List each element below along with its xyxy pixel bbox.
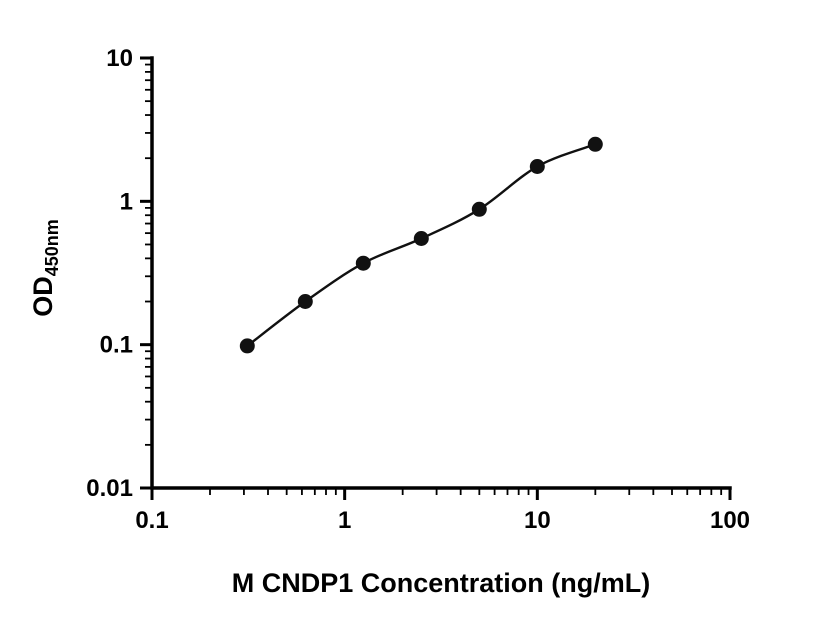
- data-point: [413, 231, 429, 246]
- data-point: [297, 294, 313, 309]
- data-point: [355, 255, 371, 271]
- y-tick-label: 0.1: [100, 332, 133, 359]
- x-axis-title: M CNDP1 Concentration (ng/mL): [232, 568, 651, 598]
- data-point: [587, 136, 603, 152]
- y-tick-label: 0.01: [86, 475, 133, 502]
- y-tick-label: 1: [120, 188, 133, 215]
- y-axis-title-main: OD: [28, 276, 58, 317]
- y-axis-title: OD450nm: [28, 219, 62, 317]
- axes-spines: [150, 56, 732, 490]
- x-tick-label: 10: [524, 507, 551, 534]
- x-tick-label: 0.1: [135, 507, 168, 534]
- y-axis-title-subscript: 450nm: [42, 219, 62, 276]
- data-point: [239, 338, 255, 354]
- x-tick-label: 1: [338, 507, 351, 534]
- x-tick-label: 100: [710, 507, 750, 534]
- data-point: [529, 159, 545, 174]
- data-point: [471, 201, 487, 217]
- y-tick-label: 10: [106, 45, 133, 72]
